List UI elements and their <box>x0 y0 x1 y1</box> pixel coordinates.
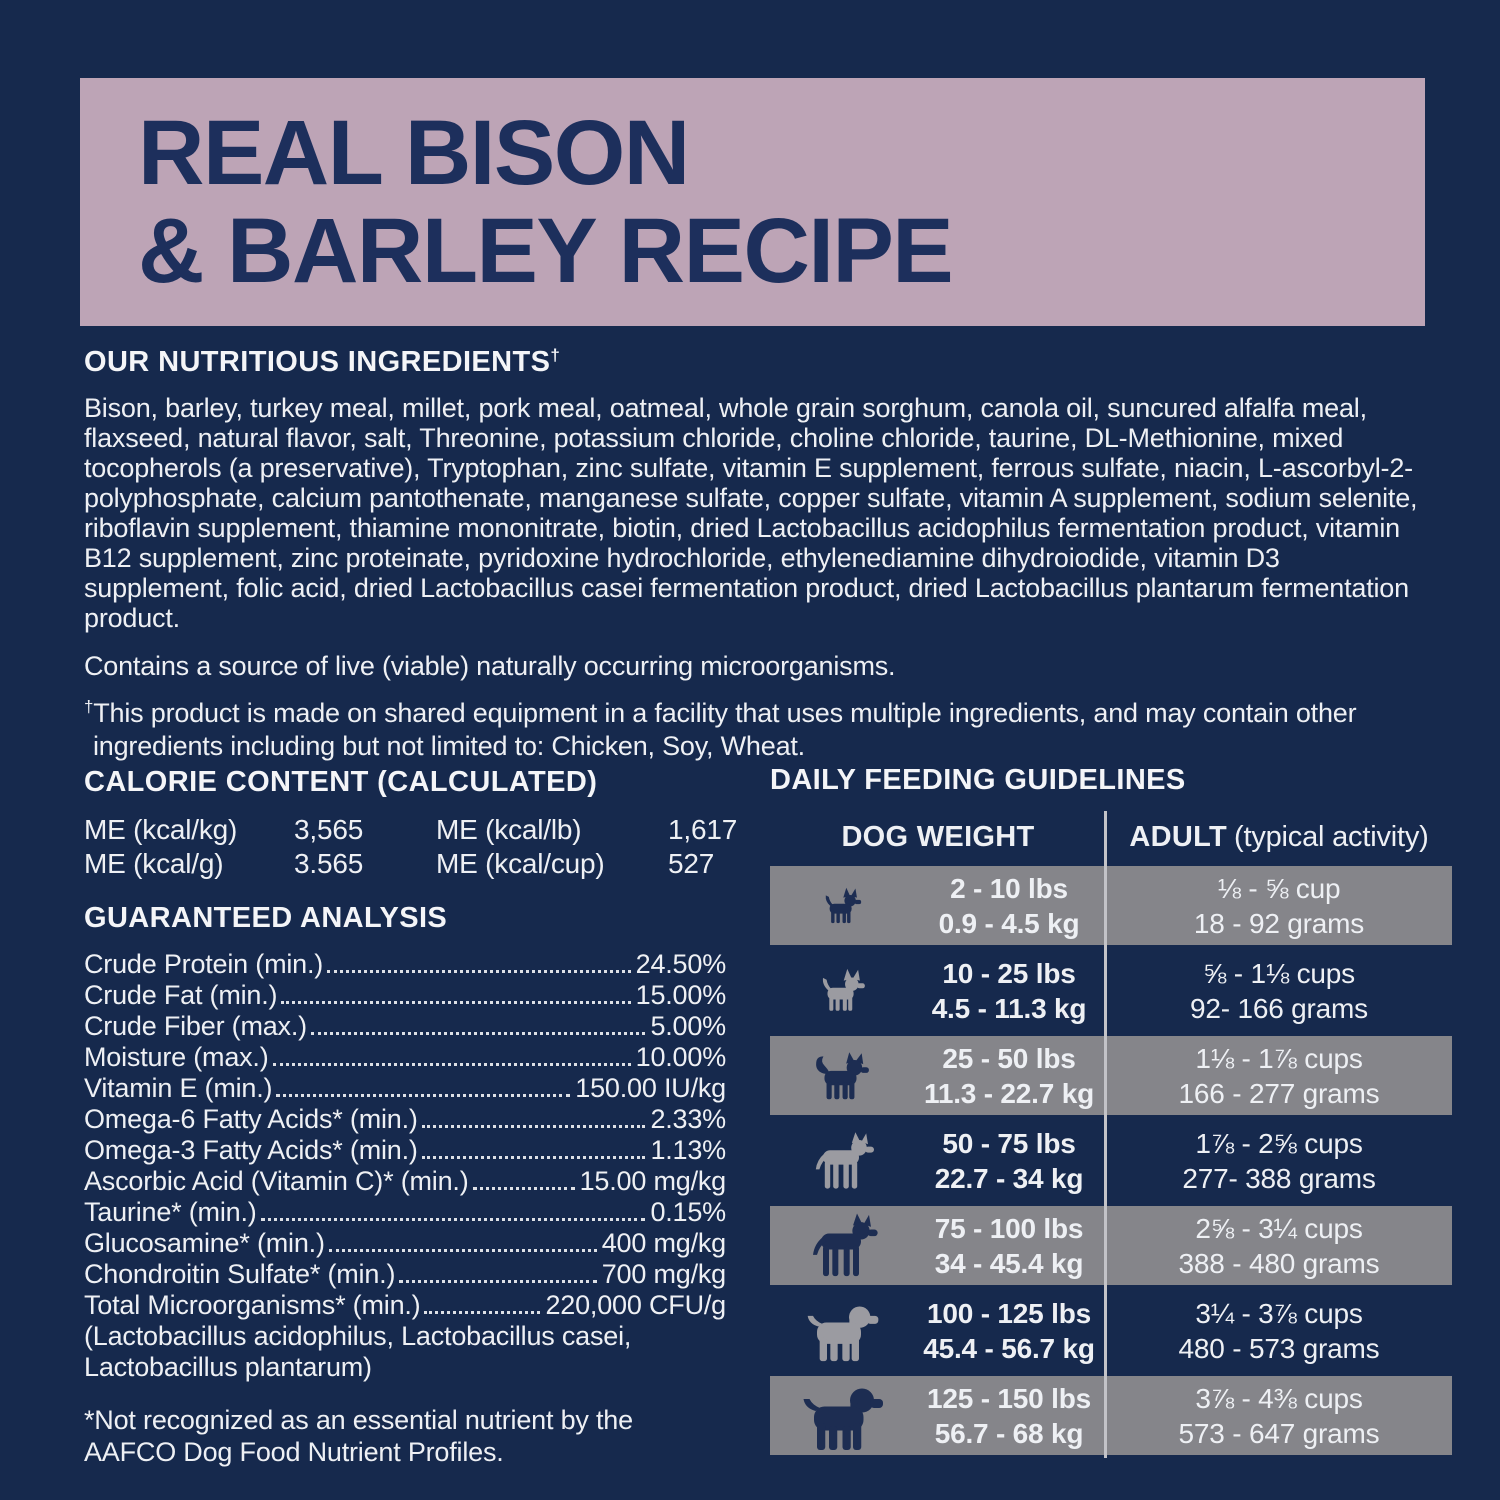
calorie-entry: ME (kcal/cup) 527 <box>436 847 744 881</box>
feeding-row-100-125lbs: 100 - 125 lbs 45.4 - 56.7 kg 3¼ - 3⅞ cups… <box>770 1288 1452 1373</box>
newfoundland-icon <box>796 1378 886 1453</box>
calorie-entry: ME (kcal/g) 3.565 <box>84 847 436 881</box>
dot-leader <box>310 1032 646 1035</box>
dot-leader <box>421 1156 646 1159</box>
dot-leader <box>399 1280 597 1283</box>
calorie-content-section: CALORIE CONTENT (CALCULATED) ME (kcal/kg… <box>84 766 744 881</box>
analysis-row: Taurine* (min.) 0.15% <box>84 1197 726 1227</box>
calorie-value: 3,565 <box>294 814 364 845</box>
feeding-row-25-50lbs: 25 - 50 lbs 11.3 - 22.7 kg 1⅛ - 1⅞ cups 16… <box>770 1033 1452 1118</box>
analysis-row: Omega-6 Fatty Acids* (min.) 2.33% <box>84 1104 726 1134</box>
dot-leader <box>424 1311 541 1314</box>
husky-icon <box>810 1050 872 1102</box>
dot-leader <box>421 1125 646 1128</box>
guaranteed-analysis-heading: GUARANTEED ANALYSIS <box>84 902 448 934</box>
recipe-title-line1: REAL BISON <box>138 102 690 204</box>
calorie-entry: ME (kcal/lb) 1,617 <box>436 813 744 847</box>
analysis-row: Crude Fiber (max.) 5.00% <box>84 1011 726 1041</box>
dot-leader <box>328 1249 597 1252</box>
microorganisms-detail-line1: (Lactobacillus acidophilus, Lactobacillu… <box>84 1321 632 1351</box>
dot-leader <box>260 1218 646 1221</box>
calorie-label: ME (kcal/kg) <box>84 814 238 845</box>
recipe-title-line2: & BARLEY RECIPE <box>138 200 954 303</box>
calorie-value: 527 <box>668 848 715 879</box>
ingredients-list: Bison, barley, turkey meal, millet, pork… <box>84 393 1418 633</box>
dot-leader <box>472 1187 575 1190</box>
calorie-label: ME (kcal/cup) <box>436 848 605 879</box>
recipe-banner: REAL BISON & BARLEY RECIPE <box>80 78 1425 326</box>
shared-equipment-note: †This product is made on shared equipmen… <box>84 697 1357 761</box>
feeding-row-2-10lbs: 2 - 10 lbs 0.9 - 4.5 kg ⅛ - ⅝ cup 18 - 92 … <box>770 863 1452 948</box>
analysis-row: Crude Protein (min.) 24.50% <box>84 949 726 979</box>
dot-leader <box>276 1094 571 1097</box>
labrador-icon <box>801 1297 881 1364</box>
analysis-row: Omega-3 Fatty Acids* (min.) 1.13% <box>84 1135 726 1165</box>
feeding-table-header: DOG WEIGHT ADULT (typical activity) <box>770 811 1452 863</box>
adult-column-header: ADULT (typical activity) <box>1129 820 1429 853</box>
pitbull-icon <box>805 1131 877 1191</box>
analysis-row: Ascorbic Acid (Vitamin C)* (min.) 15.00 m… <box>84 1166 726 1196</box>
french-bulldog-icon <box>814 968 868 1013</box>
microorganisms-detail-line2: Lactobacillus plantarum) <box>84 1352 372 1382</box>
feeding-row-10-25lbs: 10 - 25 lbs 4.5 - 11.3 kg ⅝ - 1⅛ cups 92- … <box>770 948 1452 1033</box>
feeding-row-50-75lbs: 50 - 75 lbs 22.7 - 34 kg 1⅞ - 2⅝ cups 277-… <box>770 1118 1452 1203</box>
calorie-value: 1,617 <box>668 814 738 845</box>
dot-leader <box>281 1001 631 1004</box>
aafco-footnote: *Not recognized as an essential nutrient… <box>84 1405 633 1467</box>
great-dane-icon <box>801 1212 881 1279</box>
dot-leader <box>327 970 631 973</box>
feeding-table: DOG WEIGHT ADULT (typical activity) 2 - 1… <box>770 811 1452 1458</box>
contains-note: Contains a source of live (viable) natur… <box>84 651 896 681</box>
analysis-row: Crude Fat (min.) 15.00% <box>84 980 726 1010</box>
dog-weight-column-header: DOG WEIGHT <box>841 820 1035 853</box>
dot-leader <box>272 1063 631 1066</box>
analysis-row: Glucosamine* (min.) 400 mg/kg <box>84 1228 726 1258</box>
feeding-row-75-100lbs: 75 - 100 lbs 34 - 45.4 kg 2⅝ - 3¼ cups 388… <box>770 1203 1452 1288</box>
analysis-row: Vitamin E (min.) 150.00 IU/kg <box>84 1073 726 1103</box>
dagger-mark: † <box>550 345 561 365</box>
analysis-row: Total Microorganisms* (min.) 220,000 CFU/… <box>84 1290 726 1320</box>
feeding-heading: DAILY FEEDING GUIDELINES <box>770 764 1186 796</box>
calorie-label: ME (kcal/lb) <box>436 814 582 845</box>
column-divider <box>1104 811 1107 1458</box>
ingredients-heading: OUR NUTRITIOUS INGREDIENTS† <box>84 345 561 378</box>
analysis-row: Chondroitin Sulfate* (min.) 700 mg/kg <box>84 1259 726 1289</box>
dagger-mark: † <box>84 697 94 716</box>
feeding-row-125-150lbs: 125 - 150 lbs 56.7 - 68 kg 3⅞ - 4⅜ cups 57… <box>770 1373 1452 1458</box>
analysis-row: Moisture (max.) 10.00% <box>84 1042 726 1072</box>
calorie-entry: ME (kcal/kg) 3,565 <box>84 813 436 847</box>
feeding-guidelines-section: DAILY FEEDING GUIDELINES DOG WEIGHT ADUL… <box>770 764 1452 1458</box>
calorie-value: 3.565 <box>294 848 364 879</box>
calorie-heading: CALORIE CONTENT (CALCULATED) <box>84 766 598 798</box>
calorie-label: ME (kcal/g) <box>84 848 224 879</box>
chihuahua-icon <box>818 887 864 925</box>
ingredients-section: OUR NUTRITIOUS INGREDIENTS† Bison, barle… <box>84 346 1422 763</box>
guaranteed-analysis-section: GUARANTEED ANALYSIS Crude Protein (min.)… <box>84 902 726 1468</box>
